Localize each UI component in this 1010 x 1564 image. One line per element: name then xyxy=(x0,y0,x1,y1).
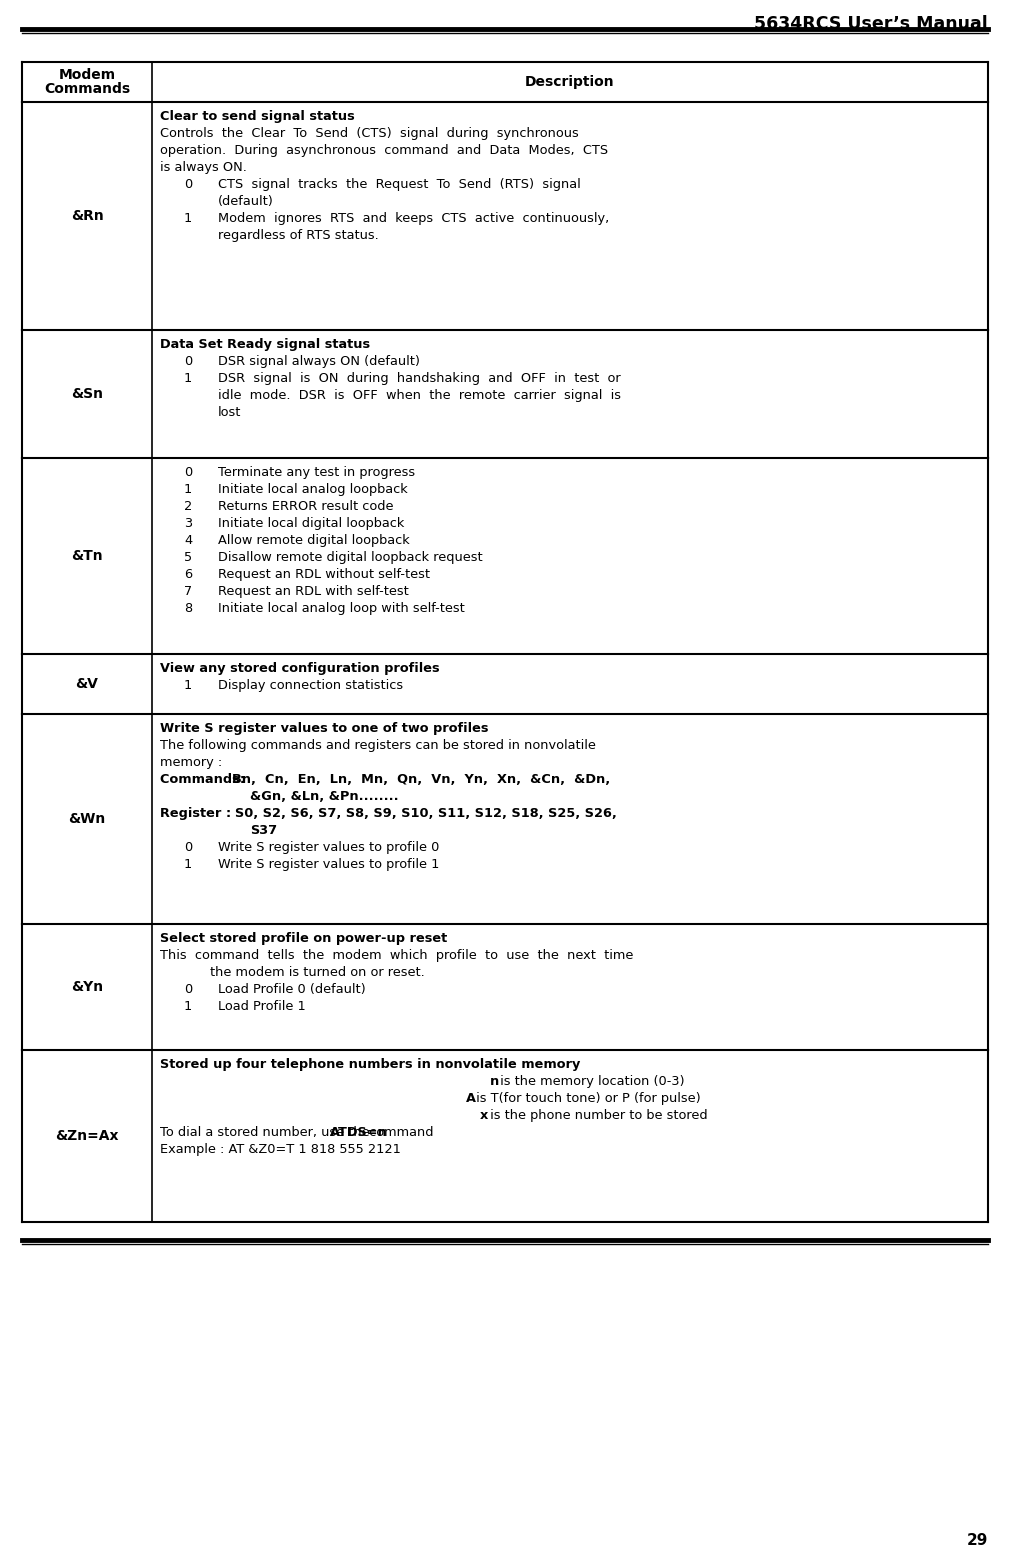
Text: is the memory location (0-3): is the memory location (0-3) xyxy=(496,1074,685,1089)
Text: ATDS=n: ATDS=n xyxy=(330,1126,388,1139)
Text: 1: 1 xyxy=(184,859,192,871)
Text: 29: 29 xyxy=(967,1533,988,1548)
Text: Write S register values to one of two profiles: Write S register values to one of two pr… xyxy=(160,723,489,735)
Text: View any stored configuration profiles: View any stored configuration profiles xyxy=(160,662,439,676)
Text: 0: 0 xyxy=(184,178,192,191)
Text: Initiate local analog loop with self-test: Initiate local analog loop with self-tes… xyxy=(218,602,465,615)
Text: 2: 2 xyxy=(184,500,192,513)
Text: &Gn, &Ln, &Pn........: &Gn, &Ln, &Pn........ xyxy=(250,790,399,802)
Text: the modem is turned on or reset.: the modem is turned on or reset. xyxy=(210,967,425,979)
Text: CTS  signal  tracks  the  Request  To  Send  (RTS)  signal: CTS signal tracks the Request To Send (R… xyxy=(218,178,581,191)
Text: n: n xyxy=(490,1074,499,1089)
Text: 0: 0 xyxy=(184,841,192,854)
Text: DSR signal always ON (default): DSR signal always ON (default) xyxy=(218,355,420,368)
Text: Clear to send signal status: Clear to send signal status xyxy=(160,109,355,124)
Text: &Zn=Ax: &Zn=Ax xyxy=(56,1129,119,1143)
Text: Modem  ignores  RTS  and  keeps  CTS  active  continuously,: Modem ignores RTS and keeps CTS active c… xyxy=(218,213,609,225)
Text: S0, S2, S6, S7, S8, S9, S10, S11, S12, S18, S25, S26,: S0, S2, S6, S7, S8, S9, S10, S11, S12, S… xyxy=(235,807,617,820)
Text: 1: 1 xyxy=(184,999,192,1013)
Text: Example : AT &Z0=T 1 818 555 2121: Example : AT &Z0=T 1 818 555 2121 xyxy=(160,1143,401,1156)
Text: 3: 3 xyxy=(184,518,192,530)
Text: 7: 7 xyxy=(184,585,192,597)
Text: Load Profile 1: Load Profile 1 xyxy=(218,999,306,1013)
Text: 5634RCS User’s Manual: 5634RCS User’s Manual xyxy=(754,16,988,33)
Text: &V: &V xyxy=(76,677,98,691)
Text: This  command  tells  the  modem  which  profile  to  use  the  next  time: This command tells the modem which profi… xyxy=(160,949,633,962)
Text: &Wn: &Wn xyxy=(69,812,106,826)
Text: memory :: memory : xyxy=(160,755,222,769)
Text: command: command xyxy=(365,1126,433,1139)
Text: Request an RDL with self-test: Request an RDL with self-test xyxy=(218,585,409,597)
Text: lost: lost xyxy=(218,407,241,419)
Text: Initiate local analog loopback: Initiate local analog loopback xyxy=(218,483,408,496)
Text: 1: 1 xyxy=(184,483,192,496)
Text: is the phone number to be stored: is the phone number to be stored xyxy=(486,1109,707,1121)
Text: x: x xyxy=(480,1109,488,1121)
Text: 1: 1 xyxy=(184,679,192,691)
Text: To dial a stored number, use the: To dial a stored number, use the xyxy=(160,1126,374,1139)
Text: &Yn: &Yn xyxy=(71,981,103,995)
Text: A: A xyxy=(467,1092,476,1106)
Text: Controls  the  Clear  To  Send  (CTS)  signal  during  synchronous: Controls the Clear To Send (CTS) signal … xyxy=(160,127,579,141)
Text: &Sn: &Sn xyxy=(71,386,103,400)
Text: Write S register values to profile 1: Write S register values to profile 1 xyxy=(218,859,439,871)
Text: 0: 0 xyxy=(184,466,192,479)
Text: 8: 8 xyxy=(184,602,192,615)
Text: S37: S37 xyxy=(250,824,277,837)
Text: Description: Description xyxy=(525,75,615,89)
Text: Commands: Commands xyxy=(44,81,130,95)
Text: Write S register values to profile 0: Write S register values to profile 0 xyxy=(218,841,439,854)
Text: Allow remote digital loopback: Allow remote digital loopback xyxy=(218,533,410,547)
Text: Data Set Ready signal status: Data Set Ready signal status xyxy=(160,338,370,350)
Text: Stored up four telephone numbers in nonvolatile memory: Stored up four telephone numbers in nonv… xyxy=(160,1057,581,1071)
Text: 4: 4 xyxy=(184,533,192,547)
Text: 5: 5 xyxy=(184,551,192,565)
Text: 1: 1 xyxy=(184,372,192,385)
Text: 1: 1 xyxy=(184,213,192,225)
Text: Load Profile 0 (default): Load Profile 0 (default) xyxy=(218,984,366,996)
Text: Initiate local digital loopback: Initiate local digital loopback xyxy=(218,518,404,530)
Text: DSR  signal  is  ON  during  handshaking  and  OFF  in  test  or: DSR signal is ON during handshaking and … xyxy=(218,372,620,385)
Text: Register :: Register : xyxy=(160,807,240,820)
Text: 0: 0 xyxy=(184,984,192,996)
Text: operation.  During  asynchronous  command  and  Data  Modes,  CTS: operation. During asynchronous command a… xyxy=(160,144,608,156)
Text: (default): (default) xyxy=(218,196,274,208)
Text: Display connection statistics: Display connection statistics xyxy=(218,679,403,691)
Text: 6: 6 xyxy=(184,568,192,580)
Text: &Tn: &Tn xyxy=(71,549,103,563)
Text: Bn,  Cn,  En,  Ln,  Mn,  Qn,  Vn,  Yn,  Xn,  &Cn,  &Dn,: Bn, Cn, En, Ln, Mn, Qn, Vn, Yn, Xn, &Cn,… xyxy=(232,773,610,787)
Text: 0: 0 xyxy=(184,355,192,368)
Text: Disallow remote digital loopback request: Disallow remote digital loopback request xyxy=(218,551,483,565)
Text: idle  mode.  DSR  is  OFF  when  the  remote  carrier  signal  is: idle mode. DSR is OFF when the remote ca… xyxy=(218,389,621,402)
Text: Returns ERROR result code: Returns ERROR result code xyxy=(218,500,394,513)
Text: The following commands and registers can be stored in nonvolatile: The following commands and registers can… xyxy=(160,740,596,752)
Text: &Rn: &Rn xyxy=(71,210,103,224)
Text: Select stored profile on power-up reset: Select stored profile on power-up reset xyxy=(160,932,447,945)
Text: Commands:: Commands: xyxy=(160,773,254,787)
Text: Terminate any test in progress: Terminate any test in progress xyxy=(218,466,415,479)
Text: is T(for touch tone) or P (for pulse): is T(for touch tone) or P (for pulse) xyxy=(473,1092,701,1106)
Text: is always ON.: is always ON. xyxy=(160,161,246,174)
Text: Modem: Modem xyxy=(59,67,115,81)
Text: Request an RDL without self-test: Request an RDL without self-test xyxy=(218,568,430,580)
Text: regardless of RTS status.: regardless of RTS status. xyxy=(218,228,379,242)
